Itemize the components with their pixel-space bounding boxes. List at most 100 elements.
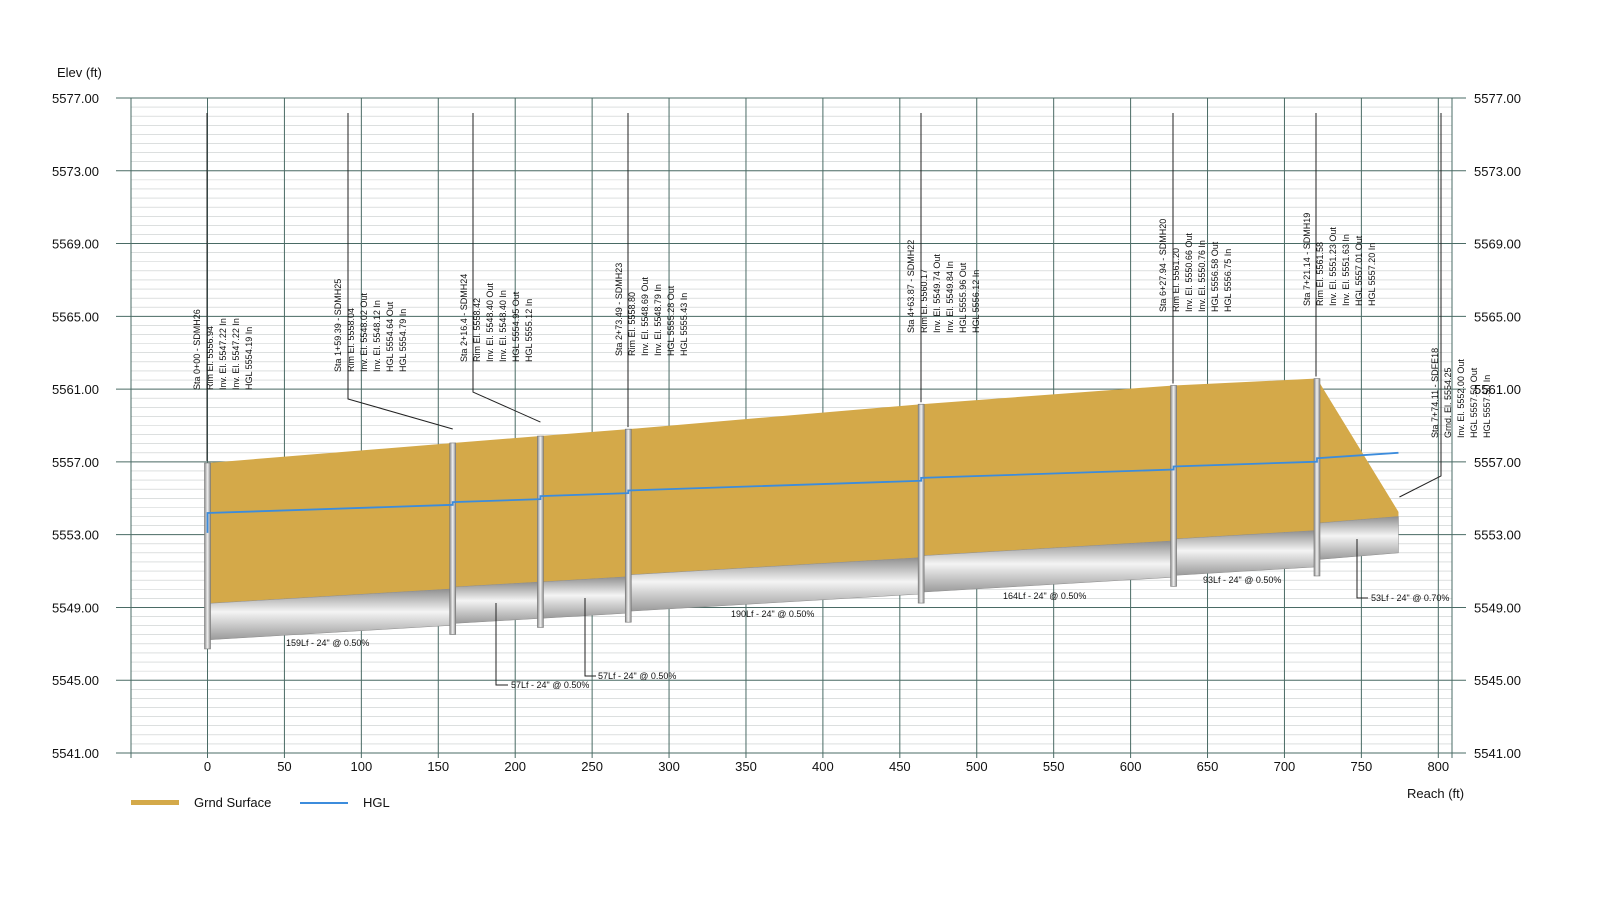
y-tick-label-left: 5545.00 (52, 673, 99, 688)
manhole-structure (1170, 385, 1177, 587)
y-tick-label-right: 5541.00 (1474, 746, 1521, 761)
hgl-line (206, 451, 1399, 533)
manhole-label-line: Sta 4+63.87 - SDMH22 (906, 240, 916, 333)
manhole-structure (917, 403, 925, 604)
pipe-segment (1316, 516, 1399, 560)
x-axis-title: Reach (ft) (1407, 786, 1464, 801)
y-tick-label-right: 5577.00 (1474, 91, 1521, 106)
manhole-label-line: Sta 2+73.49 - SDMH23 (614, 263, 624, 356)
y-tick-label-right: 5549.00 (1474, 600, 1521, 615)
ground-surface-area (207, 378, 1399, 604)
outfall-label-line: HGL 5557.50 In (1482, 375, 1492, 438)
manhole-label-line: HGL 5556.58 Out (1210, 241, 1220, 312)
axis-layer: Elev (ft) Reach (ft) 5577.00 5577.00 5573.… (52, 65, 1521, 801)
x-tick-label: 650 (1197, 759, 1219, 774)
pipe-segment (452, 581, 541, 624)
manhole-label-line: HGL 5557.20 In (1367, 243, 1377, 306)
manhole-label-line: HGL 5556.12 In (971, 270, 981, 333)
manhole-label-line: Rim El. 5556.94 (205, 326, 215, 390)
manhole-label-line: HGL 5554.79 In (398, 309, 408, 372)
manhole-label-line: HGL 5556.75 In (1223, 249, 1233, 312)
x-tick-label: 500 (966, 759, 988, 774)
manhole-leader (472, 113, 541, 423)
y-tick-label-right: 5561.00 (1474, 382, 1521, 397)
y-tick-label-left: 5577.00 (52, 91, 99, 106)
manhole-label-line: Rim El. 5558.04 (346, 308, 356, 372)
y-tick-label-left: 5553.00 (52, 528, 99, 543)
pipe-label-leader (1356, 539, 1368, 599)
y-tick-label-left: 5549.00 (52, 600, 99, 615)
manhole-label-line: HGL 5555.43 In (679, 293, 689, 356)
manhole-label-line: Inv. El. 5550.66 Out (1184, 233, 1194, 312)
manhole-label-line: Sta 6+27.94 - SDMH20 (1158, 219, 1168, 312)
manhole-label-line: HGL 5554.64 Out (385, 301, 395, 372)
x-tick-label: 700 (1274, 759, 1296, 774)
x-tick-label: 300 (658, 759, 680, 774)
x-tick-label: 250 (581, 759, 603, 774)
y-tick-label-left: 5561.00 (52, 382, 99, 397)
manhole-label-line: Inv. El. 5551.63 In (1341, 234, 1351, 306)
manhole-layer (204, 378, 1321, 650)
y-tick-label-right: 5573.00 (1474, 164, 1521, 179)
pipe-label: 190Lf - 24" @ 0.50% (731, 609, 814, 619)
leader-layer (206, 113, 1442, 686)
x-tick-label: 800 (1427, 759, 1449, 774)
manhole-label-line: HGL 5554.95 Out (511, 291, 521, 362)
y-tick-label-left: 5541.00 (52, 746, 99, 761)
pipe-label-leader (495, 603, 508, 686)
x-tick-label: 50 (277, 759, 291, 774)
manhole-label-line: Inv. El. 5548.40 Out (485, 283, 495, 362)
pipe-label-leader (584, 598, 596, 677)
manhole-label-line: HGL 5554.19 In (244, 327, 254, 390)
legend-label-hgl: HGL (363, 795, 390, 810)
x-tick-label: 450 (889, 759, 911, 774)
manhole-structure (1313, 378, 1321, 577)
pipe-layer (207, 516, 1399, 641)
pipe-label: 53Lf - 24" @ 0.70% (1371, 593, 1449, 603)
ground-surface-layer (207, 378, 1399, 604)
manhole-label-line: Sta 7+21.14 - SDMH19 (1302, 213, 1312, 306)
manhole-label-line: Inv. El. 5548.12 In (372, 300, 382, 372)
manhole-structure (537, 435, 544, 628)
pipe-label: 57Lf - 24" @ 0.50% (511, 680, 589, 690)
y-tick-label-right: 5569.00 (1474, 237, 1521, 252)
y-tick-label-left: 5565.00 (52, 309, 99, 324)
manhole-label-line: Sta 0+00 - SDMH26 (192, 309, 202, 390)
manhole-label-line: Rim El. 5558.80 (627, 292, 637, 356)
manhole-label-line: Inv. El. 5548.40 In (498, 290, 508, 362)
manhole-structure (624, 428, 632, 623)
legend-swatch-ground (131, 800, 179, 805)
manhole-label-line: Rim El. 5561.58 (1315, 242, 1325, 306)
manhole-label-line: Inv. El. 5548.69 Out (640, 277, 650, 356)
y-tick-label-right: 5545.00 (1474, 673, 1521, 688)
manhole-label-line: Inv. El. 5547.22 In (231, 318, 241, 390)
pipe-label: 57Lf - 24" @ 0.50% (598, 671, 676, 681)
pipe-segment (540, 576, 629, 619)
y-axis-title: Elev (ft) (57, 65, 102, 80)
x-tick-label: 400 (812, 759, 834, 774)
manhole-label-line: Sta 1+59.39 - SDMH25 (333, 279, 343, 372)
legend-label-ground: Grnd Surface (194, 795, 271, 810)
outfall-label-line: Sta 7+74.11 - SDFE18 (1430, 348, 1440, 438)
outfall-label-line: Grnd. El. 5554.25 (1443, 367, 1453, 438)
manhole-structure (449, 442, 457, 635)
x-tick-label: 550 (1043, 759, 1065, 774)
manhole-label-line: Inv. El. 5551.23 Out (1328, 227, 1338, 306)
manhole-label-line: Rim El. 5558.42 (472, 298, 482, 362)
manhole-structure (204, 462, 211, 650)
pipe-label: 164Lf - 24" @ 0.50% (1003, 591, 1086, 601)
x-tick-label: 600 (1120, 759, 1142, 774)
x-tick-label: 350 (735, 759, 757, 774)
manhole-label-line: HGL 5555.28 Out (666, 285, 676, 356)
manhole-label-line: HGL 5555.96 Out (958, 262, 968, 333)
y-tick-label-right: 5557.00 (1474, 455, 1521, 470)
manhole-label-line: Rim El. 5560.17 (919, 269, 929, 333)
x-tick-label: 200 (504, 759, 526, 774)
x-tick-label: 150 (427, 759, 449, 774)
manhole-label-line: Inv. El. 5548.79 In (653, 284, 663, 356)
pipe-label: 93Lf - 24" @ 0.50% (1203, 575, 1281, 585)
outfall-leader (1399, 113, 1442, 498)
y-tick-label-right: 5553.00 (1474, 528, 1521, 543)
manhole-label-line: Inv. El. 5548.02 Out (359, 293, 369, 372)
